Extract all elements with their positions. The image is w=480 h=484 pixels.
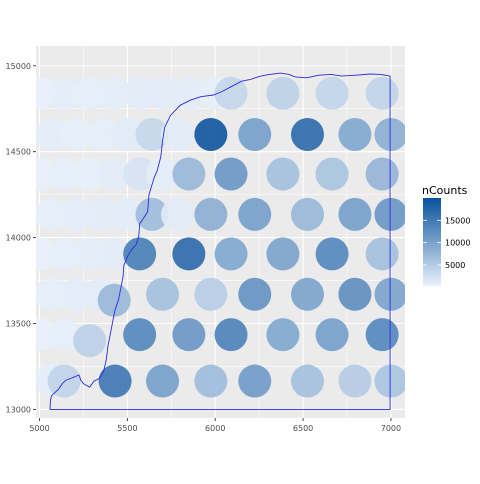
- data-point: [73, 157, 107, 191]
- data-point: [98, 364, 132, 398]
- data-point: [194, 364, 228, 398]
- data-point: [338, 277, 372, 311]
- data-point: [338, 364, 372, 398]
- data-point: [36, 117, 69, 151]
- data-point: [110, 197, 144, 231]
- data-point: [290, 117, 324, 151]
- data-point: [194, 277, 228, 311]
- data-point: [290, 277, 324, 311]
- legend-colorbar: [423, 198, 441, 286]
- data-point: [374, 364, 405, 398]
- x-tick-label: 6000: [205, 424, 225, 433]
- data-point: [374, 277, 405, 311]
- data-point: [194, 117, 228, 151]
- data-point: [238, 364, 272, 398]
- data-point: [266, 318, 300, 352]
- data-point: [238, 117, 272, 151]
- data-point: [374, 117, 405, 151]
- data-point: [374, 197, 405, 231]
- data-point: [160, 117, 194, 151]
- data-point: [172, 157, 206, 191]
- legend-break-label: 10000: [445, 239, 470, 248]
- data-point: [147, 76, 181, 110]
- y-tick-label: 14500: [6, 148, 31, 157]
- tissue-outline: [49, 72, 391, 410]
- data-point: [214, 157, 248, 191]
- data-point: [214, 237, 248, 271]
- data-point: [194, 197, 228, 231]
- data-point: [73, 76, 107, 110]
- x-tick-label: 5500: [117, 424, 137, 433]
- data-point: [172, 237, 206, 271]
- data-point: [365, 237, 399, 271]
- data-point: [59, 277, 93, 311]
- data-point: [238, 197, 272, 231]
- data-point: [315, 76, 349, 110]
- data-point: [146, 157, 180, 191]
- data-point: [338, 197, 372, 231]
- data-point: [365, 76, 399, 110]
- data-point: [172, 318, 206, 352]
- data-point: [47, 237, 81, 271]
- axes: 5000 5500 6000 6500 7000 13000 13500 14000 14500…: [6, 62, 402, 433]
- x-tick-label: 7000: [381, 424, 401, 433]
- data-point: [315, 157, 349, 191]
- data-point: [123, 237, 157, 271]
- data-point: [97, 76, 131, 110]
- data-point: [47, 76, 81, 110]
- data-point: [135, 117, 169, 151]
- y-tick-label: 14000: [6, 234, 31, 243]
- data-point: [73, 237, 107, 271]
- data-point: [266, 157, 300, 191]
- data-point: [47, 157, 81, 191]
- data-point: [146, 277, 180, 311]
- data-point: [47, 318, 81, 352]
- data-point: [73, 324, 107, 358]
- data-point: [338, 117, 372, 151]
- outline-path: [49, 72, 391, 410]
- data-point: [123, 318, 157, 352]
- legend-title: nCounts: [422, 184, 468, 197]
- data-point: [97, 157, 131, 191]
- data-point: [123, 157, 157, 191]
- data-point: [59, 117, 93, 151]
- legend: nCounts 5000 10000 15000: [422, 184, 470, 286]
- data-points: [36, 76, 405, 398]
- legend-break-label: 5000: [445, 261, 465, 270]
- data-point: [85, 197, 119, 231]
- data-point: [266, 76, 300, 110]
- data-point: [135, 197, 169, 231]
- data-point: [160, 197, 194, 231]
- x-tick-label: 6500: [293, 424, 313, 433]
- data-point: [97, 283, 131, 317]
- data-point: [110, 117, 144, 151]
- data-point: [123, 76, 157, 110]
- data-point: [36, 277, 69, 311]
- data-point: [146, 364, 180, 398]
- data-point: [290, 197, 324, 231]
- data-point: [85, 117, 119, 151]
- y-tick-label: 13000: [6, 405, 31, 414]
- data-point: [365, 157, 399, 191]
- data-point: [315, 318, 349, 352]
- y-tick-label: 15000: [6, 62, 31, 71]
- data-point: [214, 76, 248, 110]
- data-point: [47, 364, 81, 398]
- data-point: [365, 318, 399, 352]
- data-point: [290, 364, 324, 398]
- x-tick-label: 5000: [29, 424, 49, 433]
- data-point: [173, 76, 207, 110]
- data-point: [97, 237, 131, 271]
- data-point: [59, 197, 93, 231]
- legend-break-label: 15000: [445, 216, 470, 225]
- data-point: [238, 277, 272, 311]
- y-tick-label: 13500: [6, 319, 31, 328]
- data-point: [36, 197, 69, 231]
- data-point: [315, 237, 349, 271]
- data-point: [266, 237, 300, 271]
- data-point: [214, 318, 248, 352]
